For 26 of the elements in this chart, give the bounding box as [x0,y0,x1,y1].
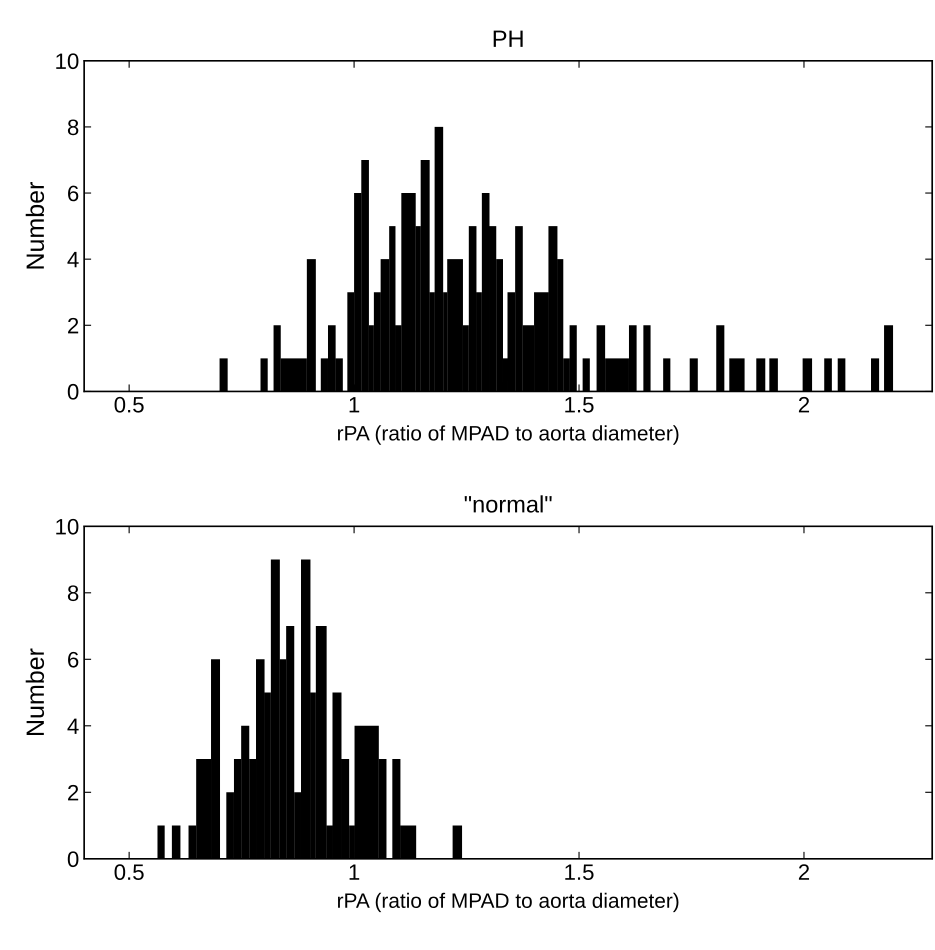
y-tick-label: 2 [68,784,78,800]
x-tick-label: 1.5 [565,864,594,880]
y-tick-label: 6 [68,652,78,668]
y-tick-label: 6 [68,186,78,202]
y-tick-label: 4 [67,718,79,734]
y-axis-title: Number [26,648,44,735]
y-axis-title: Number [26,182,44,269]
x-tick-label: 2 [798,864,810,880]
y-tick-label: 10 [56,518,78,535]
x-axis-title: rPA (ratio of MPAD to aorta diameter) [338,892,678,912]
x-tick-label: 0.5 [114,864,144,880]
x-tick-label: 1 [350,864,360,880]
x-tick-label: 0.5 [114,396,144,413]
y-tick-label: 4 [67,252,79,268]
x-axis-title: rPA (ratio of MPAD to aorta diameter) [338,425,678,445]
x-tick-label: 2 [798,396,810,412]
x-tick-label: 1 [350,397,360,412]
y-tick-label: 8 [68,119,78,136]
x-tick-label: 1.5 [565,397,594,413]
y-tick-label: 10 [56,53,78,70]
y-tick-label: 2 [68,318,78,334]
chart-title: "normal" [464,495,552,513]
y-tick-label: 0 [68,851,78,868]
chart-title: PH [494,30,523,47]
y-tick-label: 8 [68,585,78,602]
y-tick-label: 0 [68,384,78,400]
